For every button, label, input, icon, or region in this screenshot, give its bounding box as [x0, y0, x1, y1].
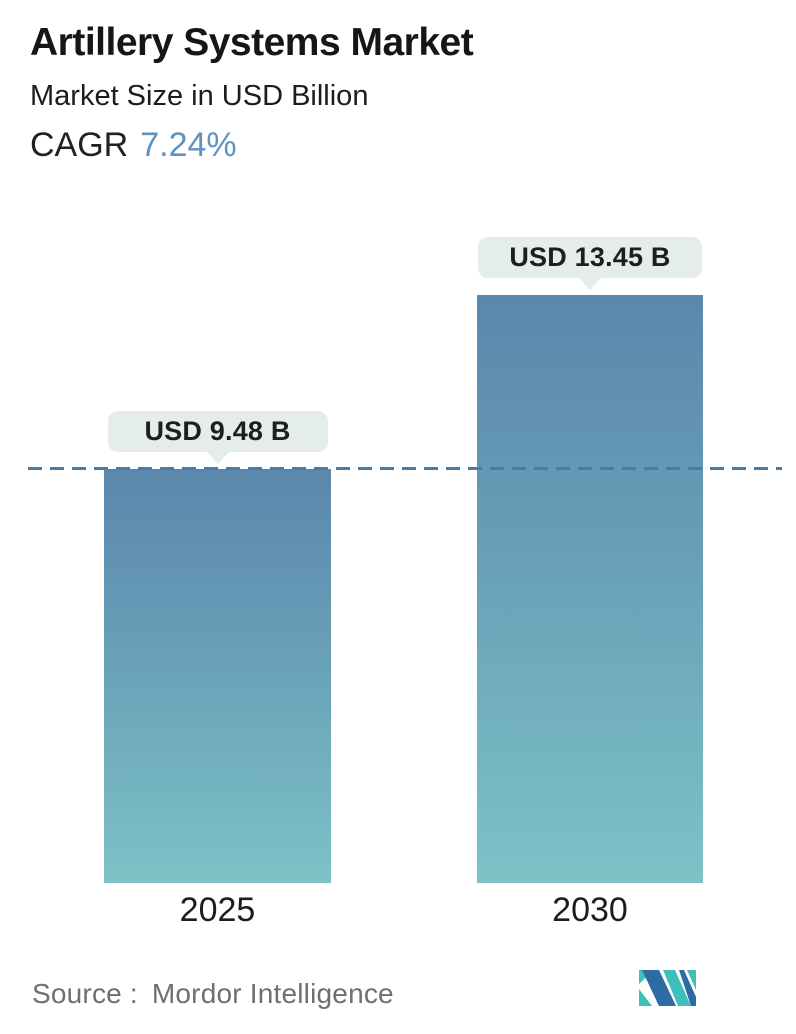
logo-blue-left-band: [642, 970, 676, 1006]
bar-2025: [104, 469, 331, 883]
cagr-row: CAGR 7.24%: [30, 126, 473, 165]
source-attribution: Source : Mordor Intelligence: [32, 978, 394, 1010]
value-label-2030: USD 13.45 B: [509, 242, 671, 272]
bar-group-2025: USD 9.48 B 2025: [104, 0, 331, 929]
value-callout-2030: USD 13.45 B: [478, 237, 702, 278]
cagr-value: 7.24%: [140, 125, 237, 164]
chart-header: Artillery Systems Market Market Size in …: [30, 21, 474, 165]
value-callout-2025: USD 9.48 B: [107, 411, 328, 452]
source-label: Source :: [32, 978, 138, 1009]
reference-dashed-line: [28, 467, 782, 470]
cagr-label: CAGR: [30, 125, 129, 164]
bar-2030: [477, 295, 703, 883]
logo-blue-right-band: [679, 970, 696, 1006]
mordor-intelligence-logo: [639, 970, 696, 1006]
x-axis-label-2025: 2025: [179, 891, 256, 929]
logo-teal-top-right-triangle: [687, 970, 696, 990]
logo-teal-bottom-left-triangle: [639, 989, 652, 1006]
source-value: Mordor Intelligence: [151, 978, 394, 1009]
x-axis-label-2030: 2030: [552, 891, 628, 929]
value-label-2025: USD 9.48 B: [144, 416, 291, 446]
chart-subtitle: Market Size in USD Billion: [30, 79, 369, 112]
logo-teal-middle-band: [663, 970, 691, 1006]
page-title: Artillery Systems Market: [30, 21, 474, 64]
bar-group-2030: USD 13.45 B 2030: [477, 0, 703, 929]
